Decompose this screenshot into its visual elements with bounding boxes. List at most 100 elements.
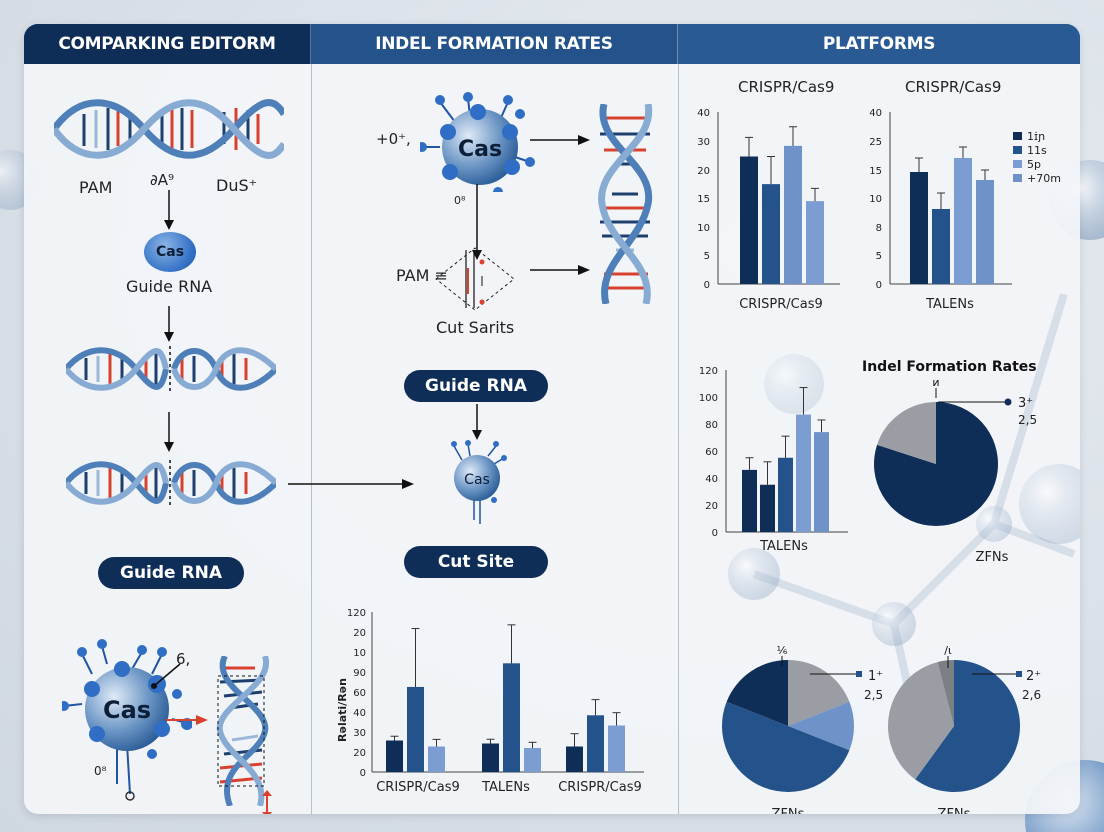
legend-item: 1ɪ̇ɲ xyxy=(1027,130,1045,143)
cut-sarits-label: Cut Sarits xyxy=(436,318,515,337)
bar xyxy=(482,743,499,772)
annotation-6: 6, xyxy=(176,650,191,668)
bar xyxy=(503,663,520,772)
pie-title: Indel Formation Rates xyxy=(862,359,1037,375)
chart-title: CRISPR/Cas9 xyxy=(738,78,835,96)
y-tick: 20 xyxy=(353,628,366,639)
cut-dna-icon xyxy=(66,346,276,392)
legend-item: 5p xyxy=(1027,158,1041,171)
y-tick: 15 xyxy=(697,194,710,205)
cas-protein-icon: Cas xyxy=(451,440,507,524)
y-tick: 15 xyxy=(869,166,882,177)
arrow-down-icon xyxy=(164,412,174,452)
annotation-plus0: +0⁺, xyxy=(376,130,411,148)
bar xyxy=(910,172,928,284)
x-axis-label: TALENs xyxy=(759,539,808,554)
bars xyxy=(742,387,829,532)
dna-vertical-icon xyxy=(598,104,653,304)
dna-label-pam: PAM xyxy=(79,178,113,197)
x-axis-label: ZFNs xyxy=(976,550,1009,562)
bar xyxy=(742,469,757,532)
y-tick: 40 xyxy=(353,708,366,719)
pie-callout: 1⁺ xyxy=(868,669,883,684)
header-indel-formation-rates: INDEL FORMATION RATES xyxy=(311,24,678,64)
column-divider xyxy=(678,64,679,814)
y-tick: 10 xyxy=(697,223,710,234)
cut-site-pill: Cut Site xyxy=(404,546,548,578)
y-tick: 5 xyxy=(704,251,710,262)
guide-rna-pill: Guide RNA xyxy=(98,557,244,589)
pie-chart-3: /ɩ 2⁺ 2,6 ZFNs xyxy=(888,644,1041,814)
dna-label-3: DuS⁺ xyxy=(216,176,258,195)
x-axis-label: TALENs xyxy=(925,297,974,312)
pie-slice xyxy=(877,402,936,464)
bar xyxy=(386,740,403,772)
cas-protein-icon: Cas xyxy=(420,92,535,192)
pie-slice xyxy=(937,660,954,726)
x-category: CRISPR/Cas9 xyxy=(558,780,642,795)
pie-slice xyxy=(726,660,788,726)
bar xyxy=(587,715,604,772)
pie-slice xyxy=(788,701,854,751)
y-tick: 10 xyxy=(353,648,366,659)
y-tick: 0 xyxy=(704,280,710,291)
bar xyxy=(760,484,775,532)
bar xyxy=(814,432,829,532)
pie-top-label: ᴎ xyxy=(932,376,939,389)
arrow-down-icon xyxy=(472,404,482,440)
bar xyxy=(954,158,972,284)
pie-slice xyxy=(722,701,850,792)
platforms-bar-chart-2: 40 25 15 10 8 5 0 TALENs 1ɪ̇ɲ 11s 5p +70… xyxy=(869,108,1061,312)
annotation-0: 0⁸ xyxy=(454,194,466,207)
annotation-0: 0⁸ xyxy=(94,764,107,778)
y-tick: 60 xyxy=(353,688,366,699)
y-tick: 20 xyxy=(705,501,718,512)
cut-dna-icon xyxy=(66,460,276,506)
pointer-line-icon xyxy=(151,663,181,689)
indel-bar-chart: Rəlati/Rən 120 20 10 90 60 40 30 20 0 CR… xyxy=(336,608,644,795)
arrow-right-icon xyxy=(288,479,414,489)
arrow-down-icon xyxy=(164,306,174,342)
arrow-down-icon xyxy=(164,190,174,230)
y-tick: 0 xyxy=(360,768,366,779)
pie-callout: 2,5 xyxy=(1018,413,1037,427)
bar xyxy=(784,145,802,284)
bar xyxy=(740,156,758,284)
y-tick: 40 xyxy=(869,108,882,119)
bar xyxy=(762,184,780,284)
cas-label: Cas xyxy=(155,244,185,260)
pie-callout: 2,6 xyxy=(1022,688,1041,702)
pie-top-label: /ɩ xyxy=(944,644,952,657)
bar xyxy=(524,748,541,772)
legend-item: +70m xyxy=(1027,172,1061,185)
chart-title: CRISPR/Cas9 xyxy=(905,78,1002,96)
cas-protein-icon: Cas xyxy=(62,639,192,801)
bar xyxy=(778,457,793,532)
pie-chart-1: ᴎ 3⁺ 2,5 ZFNs xyxy=(874,376,1037,562)
y-tick: 10 xyxy=(869,194,882,205)
y-tick: 20 xyxy=(697,166,710,177)
y-tick: 5 xyxy=(876,251,882,262)
cas-label: Cas xyxy=(464,472,490,488)
pie-callout: 2⁺ xyxy=(1026,669,1041,684)
header-comparing-editors: COMPARKING EDITORM xyxy=(24,24,311,64)
y-tick: 30 xyxy=(353,728,366,739)
header-platforms: PLATFORMS xyxy=(678,24,1080,64)
platforms-bar-chart-1: 40 30 20 15 10 5 0 CRISPR/Cas9 xyxy=(697,108,840,312)
y-tick: 100 xyxy=(699,393,718,404)
y-tick: 90 xyxy=(353,668,366,679)
bar xyxy=(428,746,445,772)
double-arrow-red-icon xyxy=(262,790,272,814)
x-category: CRISPR/Cas9 xyxy=(376,780,460,795)
y-axis-label: Rəlati/Rən xyxy=(336,678,349,742)
cut-site-diamond-icon xyxy=(435,247,515,311)
dna-label-2: ∂A⁹ xyxy=(150,171,175,189)
y-tick: 120 xyxy=(699,366,718,377)
header-bar: COMPARKING EDITORM INDEL FORMATION RATES… xyxy=(24,24,1080,64)
y-tick: 0 xyxy=(712,528,718,539)
bar xyxy=(806,201,824,284)
x-axis-label: ZFNs xyxy=(772,807,805,814)
pie-callout: 2,5 xyxy=(864,688,883,702)
pie-slice xyxy=(915,660,1020,792)
arrow-right-icon xyxy=(530,265,590,275)
